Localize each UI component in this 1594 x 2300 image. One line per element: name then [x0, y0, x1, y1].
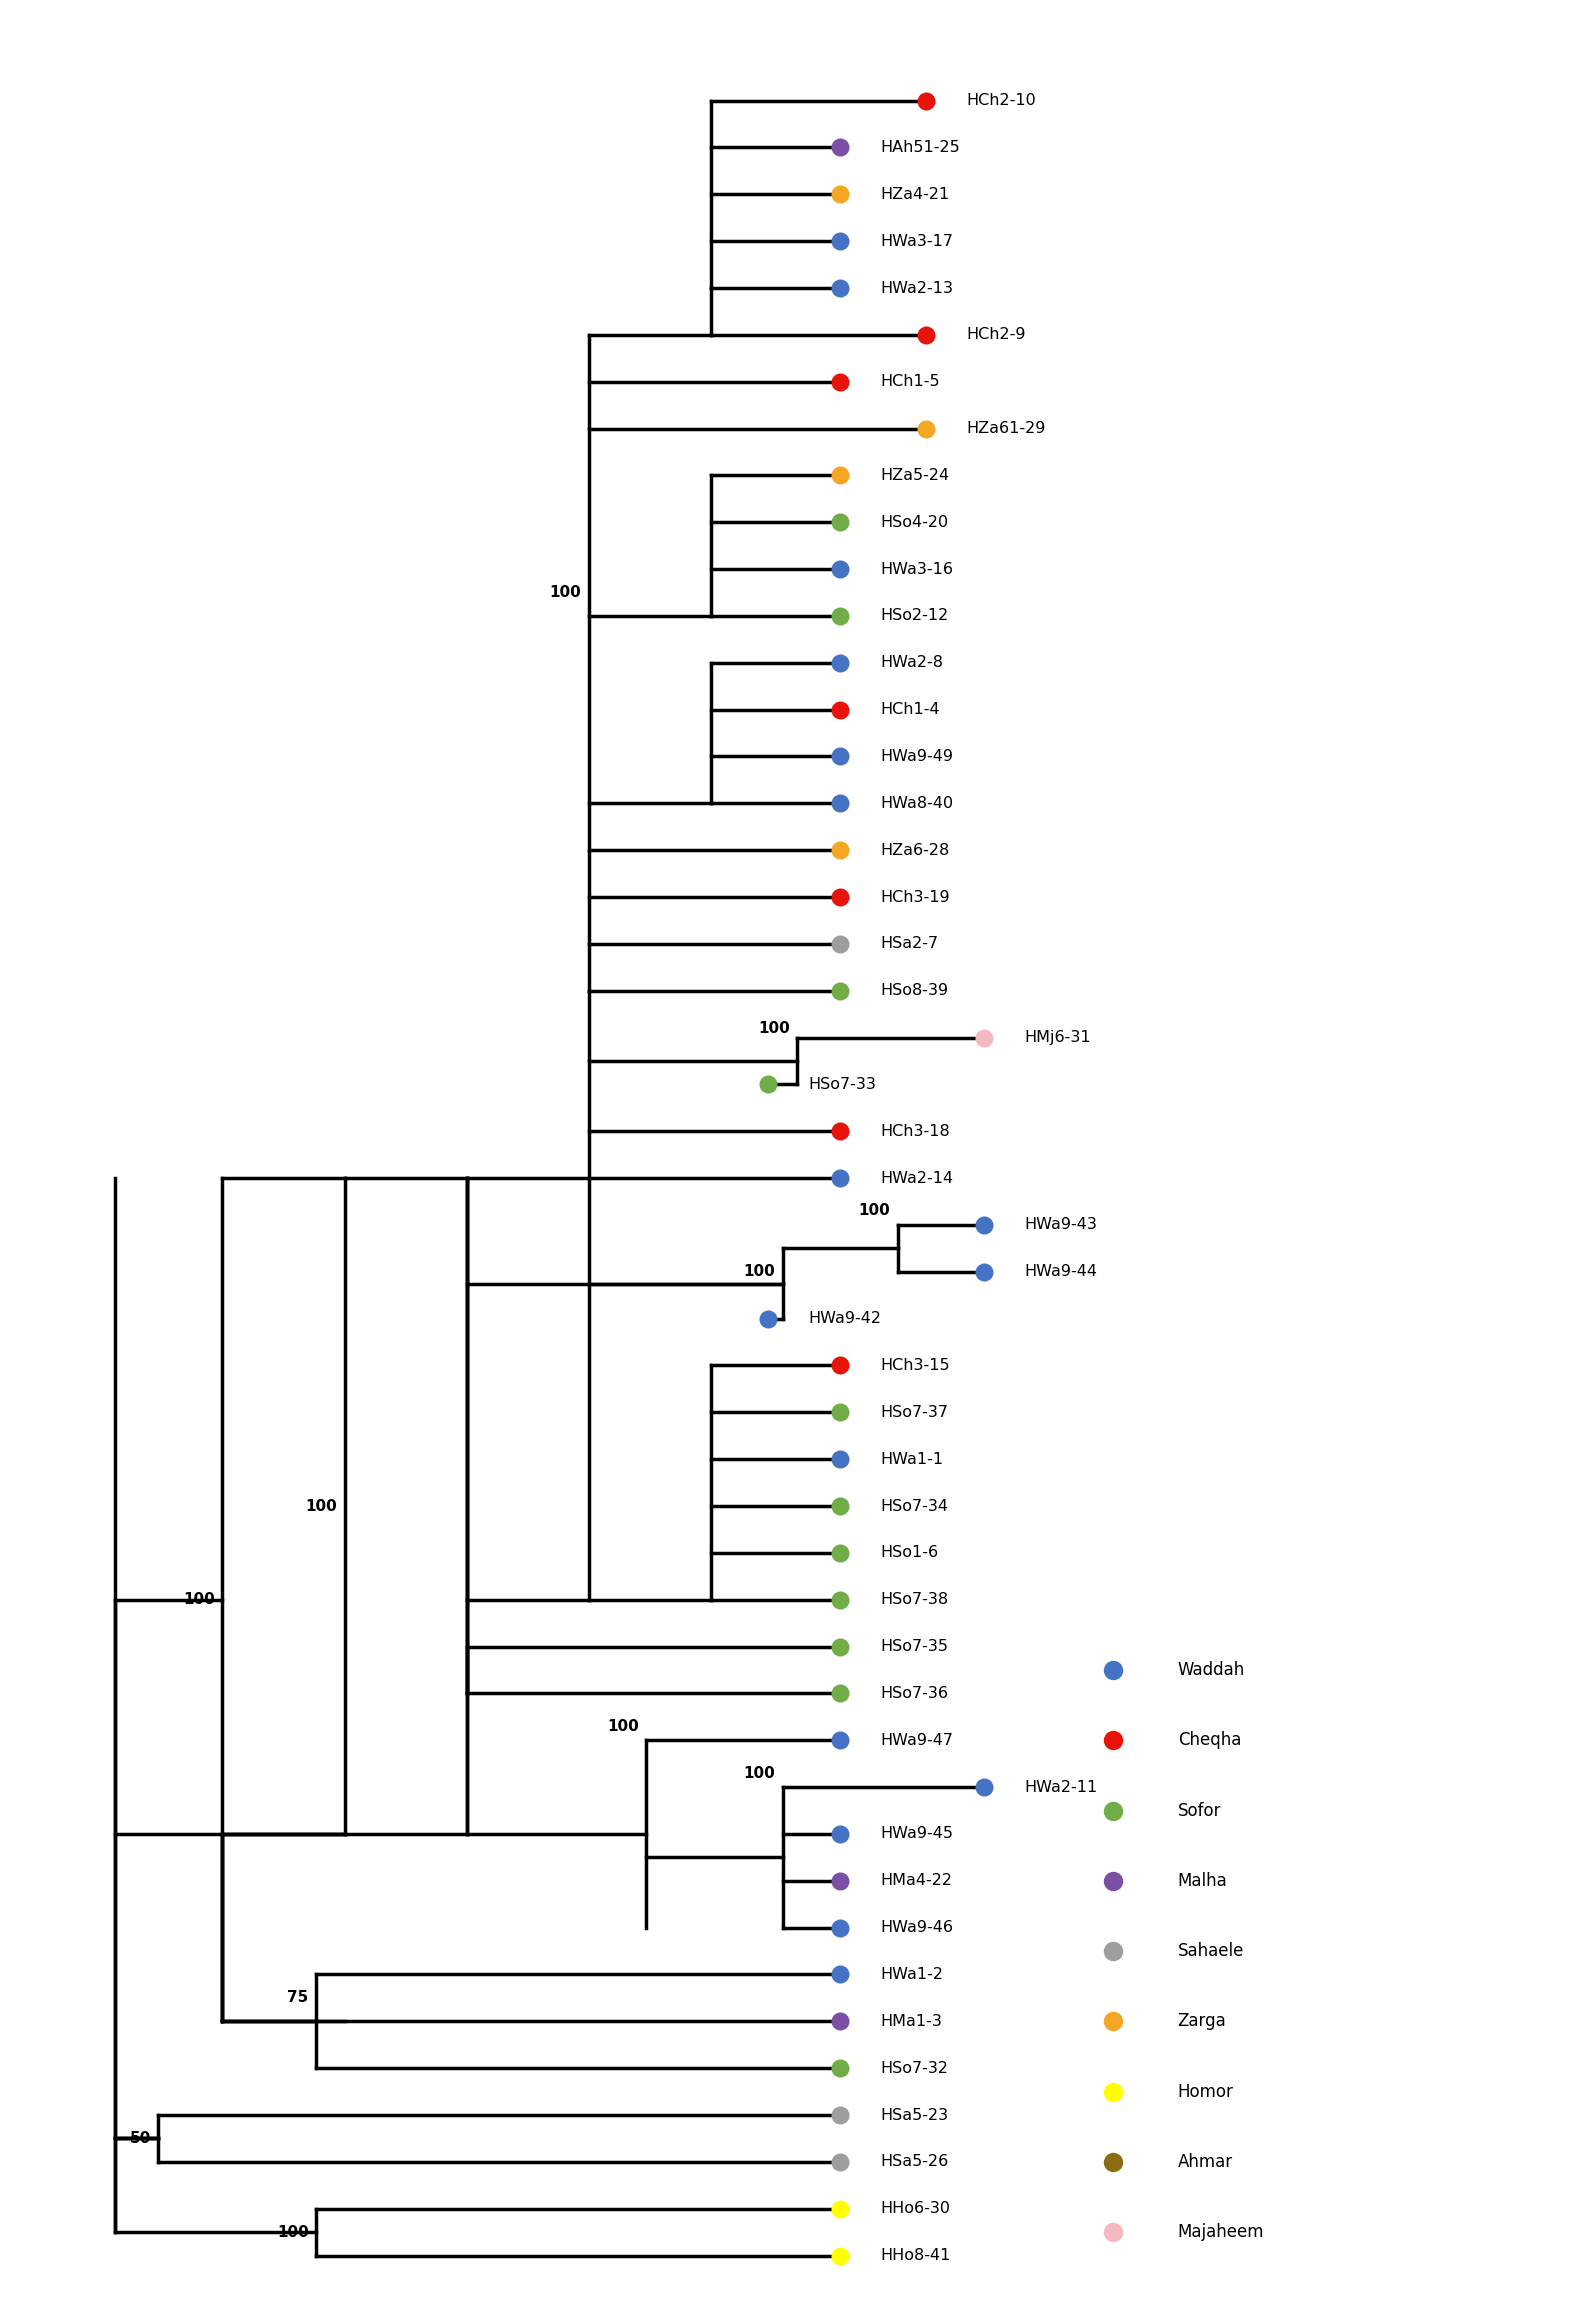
Text: HWa9-42: HWa9-42	[808, 1311, 881, 1327]
Text: HWa8-40: HWa8-40	[880, 796, 953, 812]
Text: HCh3-19: HCh3-19	[880, 890, 950, 904]
Text: HWa2-8: HWa2-8	[880, 656, 944, 669]
Text: HHo6-30: HHo6-30	[880, 2201, 950, 2217]
Text: HZa61-29: HZa61-29	[966, 421, 1046, 437]
Text: 100: 100	[859, 1203, 891, 1219]
Text: 100: 100	[744, 1766, 775, 1780]
Text: Sofor: Sofor	[1178, 1801, 1221, 1819]
Text: HSa2-7: HSa2-7	[880, 936, 939, 952]
Text: HZa6-28: HZa6-28	[880, 842, 950, 858]
Text: HMa1-3: HMa1-3	[880, 2015, 942, 2029]
Text: Homor: Homor	[1178, 2082, 1234, 2100]
Text: 50: 50	[129, 2132, 150, 2146]
Text: HWa9-43: HWa9-43	[1023, 1217, 1097, 1233]
Text: HWa1-2: HWa1-2	[880, 1966, 944, 1983]
Text: HCh1-4: HCh1-4	[880, 702, 940, 718]
Text: 75: 75	[287, 1990, 309, 2006]
Text: HSo7-38: HSo7-38	[880, 1592, 948, 1608]
Text: HSa5-23: HSa5-23	[880, 2107, 948, 2123]
Text: HWa3-17: HWa3-17	[880, 235, 953, 248]
Text: HMj6-31: HMj6-31	[1023, 1030, 1090, 1044]
Text: HWa9-47: HWa9-47	[880, 1732, 953, 1748]
Text: HWa9-46: HWa9-46	[880, 1920, 953, 1934]
Text: HCh2-9: HCh2-9	[966, 327, 1027, 343]
Text: HSo7-34: HSo7-34	[880, 1500, 948, 1513]
Text: HCh1-5: HCh1-5	[880, 375, 940, 389]
Text: HSo2-12: HSo2-12	[880, 610, 948, 623]
Text: HCh3-15: HCh3-15	[880, 1357, 950, 1373]
Text: Sahaele: Sahaele	[1178, 1941, 1243, 1960]
Text: HWa2-14: HWa2-14	[880, 1171, 953, 1184]
Text: Zarga: Zarga	[1178, 2012, 1226, 2031]
Text: 100: 100	[306, 1500, 338, 1513]
Text: HMa4-22: HMa4-22	[880, 1872, 952, 1888]
Text: 100: 100	[607, 1718, 639, 1734]
Text: HSo7-36: HSo7-36	[880, 1686, 948, 1702]
Text: 100: 100	[277, 2224, 309, 2240]
Text: Malha: Malha	[1178, 1872, 1227, 1891]
Text: HCh3-18: HCh3-18	[880, 1125, 950, 1138]
Text: HSo1-6: HSo1-6	[880, 1546, 939, 1559]
Text: Cheqha: Cheqha	[1178, 1732, 1242, 1750]
Text: HWa1-1: HWa1-1	[880, 1451, 944, 1467]
Text: HSo7-35: HSo7-35	[880, 1640, 948, 1654]
Text: HSo4-20: HSo4-20	[880, 515, 948, 529]
Text: HSo7-33: HSo7-33	[808, 1076, 877, 1092]
Text: HSa5-26: HSa5-26	[880, 2155, 948, 2169]
Text: HWa2-13: HWa2-13	[880, 281, 953, 294]
Text: HCh2-10: HCh2-10	[966, 92, 1036, 108]
Text: 100: 100	[744, 1265, 775, 1279]
Text: Majaheem: Majaheem	[1178, 2224, 1264, 2240]
Text: 100: 100	[183, 1592, 215, 1608]
Text: HWa9-45: HWa9-45	[880, 1826, 953, 1842]
Text: HHo8-41: HHo8-41	[880, 2247, 950, 2263]
Text: HAh51-25: HAh51-25	[880, 140, 960, 154]
Text: HWa9-49: HWa9-49	[880, 750, 953, 764]
Text: HZa5-24: HZa5-24	[880, 467, 950, 483]
Text: 100: 100	[759, 1021, 789, 1035]
Text: HWa2-11: HWa2-11	[1023, 1780, 1097, 1794]
Text: HSo8-39: HSo8-39	[880, 982, 948, 998]
Text: HWa3-16: HWa3-16	[880, 561, 953, 577]
Text: Waddah: Waddah	[1178, 1661, 1245, 1679]
Text: Ahmar: Ahmar	[1178, 2153, 1232, 2171]
Text: HSo7-37: HSo7-37	[880, 1405, 948, 1419]
Text: HSo7-32: HSo7-32	[880, 2061, 948, 2075]
Text: HWa9-44: HWa9-44	[1023, 1265, 1097, 1279]
Text: HZa4-21: HZa4-21	[880, 186, 950, 202]
Text: 100: 100	[550, 584, 582, 600]
